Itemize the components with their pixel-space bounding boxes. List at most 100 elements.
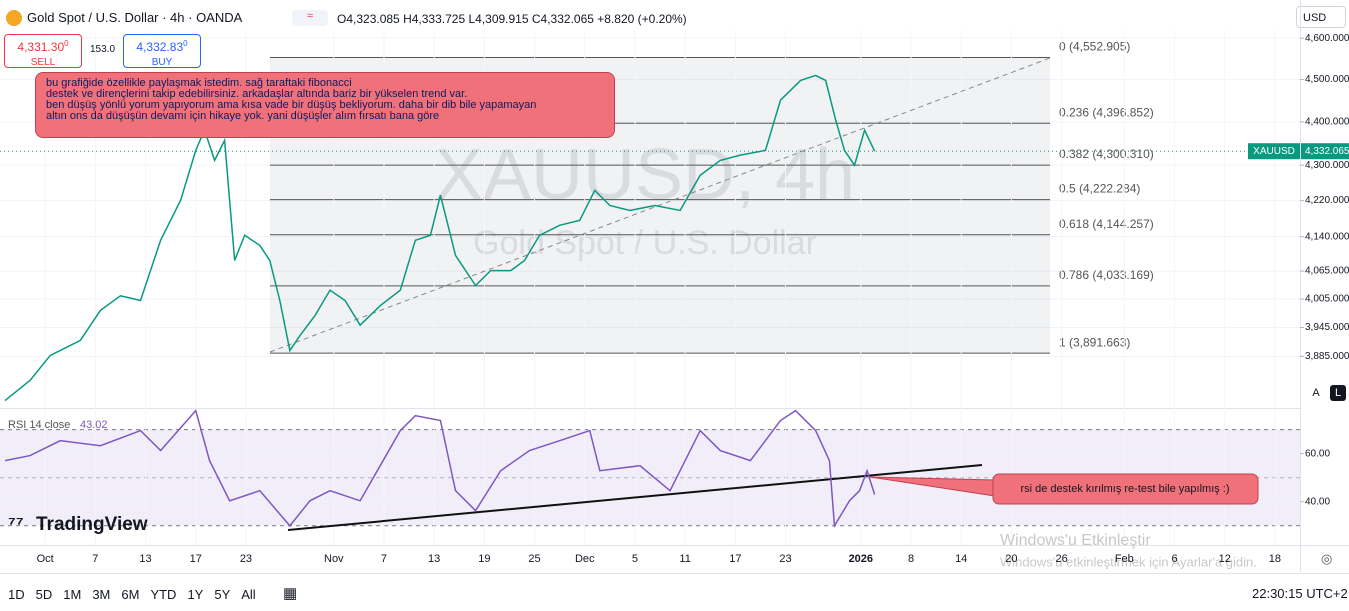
toolbar-line (0, 573, 1349, 574)
x-tick-label: 7 (381, 553, 387, 565)
buy-button[interactable]: 4,332.830 BUY (123, 34, 201, 68)
rsi-trend-line (287, 464, 983, 531)
sell-label: SELL (30, 57, 56, 68)
range-button[interactable]: 6M (121, 587, 140, 602)
open: O4,323.085 (337, 12, 400, 26)
close: C4,332.065 (531, 12, 594, 26)
x-tick-label: 2026 (849, 553, 873, 565)
buy-price-sup: 0 (183, 39, 188, 48)
fib-label: 0.5 (4,222.284) (1059, 182, 1140, 196)
x-tick-label: 20 (1005, 553, 1017, 565)
x-tick-label: 12 (1219, 553, 1231, 565)
clock: 22:30:15 UTC+2 (1252, 586, 1348, 601)
fib-label: 0.382 (4,300.310) (1059, 147, 1154, 161)
callout-text: rsi de destek kırılmış re-test bile yapı… (1020, 483, 1229, 495)
fib-label: 0 (4,552.905) (1059, 40, 1130, 54)
x-tick-label: 17 (190, 553, 202, 565)
annotation-line: bu grafiğide özellikle paylaşmak istedim… (46, 77, 352, 89)
range-button[interactable]: 1D (8, 587, 25, 602)
fib-label: 0.786 (4,033.169) (1059, 268, 1154, 282)
x-tick-label: 19 (478, 553, 490, 565)
buy-price: 4,332.83 (136, 40, 184, 54)
annotation-line: ben düşüş yönlü yorum yapıyorum ama kısa… (46, 99, 537, 111)
rsi-value: 43.02 (80, 419, 108, 431)
x-tick-label: 5 (632, 553, 638, 565)
y-tick-label: 4,500.000 (1305, 74, 1349, 85)
range-button[interactable]: YTD (150, 587, 177, 602)
x-tick-label: 6 (1171, 553, 1177, 565)
fib-label: 1 (3,891.663) (1059, 335, 1130, 349)
y-tick-label: 60.00 (1305, 448, 1330, 459)
high: H4,333.725 (403, 12, 466, 26)
y-tick-label: 4,005.000 (1305, 294, 1349, 305)
axis-divider (1300, 0, 1301, 572)
brand-logo: ⁷⁷ (8, 514, 24, 535)
y-tick-label: 40.00 (1305, 496, 1330, 507)
y-tick-label: 4,220.000 (1305, 195, 1349, 206)
change: +8.820 (+0.20%) (597, 12, 687, 26)
compare-button[interactable]: ≈ (292, 10, 328, 26)
trend-line (269, 57, 1051, 353)
y-tick-label: 4,140.000 (1305, 231, 1349, 242)
os-watermark-subtitle: Windows'u etkinleştirmek için Ayarlar'a … (1000, 554, 1257, 569)
y-tick-label: 3,945.000 (1305, 322, 1349, 333)
watermark-subtitle: Gold Spot / U.S. Dollar (473, 224, 817, 262)
x-tick-label: Nov (324, 553, 344, 565)
symbol-tag-text: XAUUSD (1253, 146, 1295, 157)
x-tick-label: 7 (92, 553, 98, 565)
fib-label: 0.236 (4,396.852) (1059, 105, 1154, 119)
time-axis-line (0, 545, 1349, 546)
range-button[interactable]: 1Y (187, 587, 204, 602)
sell-price-sup: 0 (64, 39, 69, 48)
callout-box (992, 473, 1259, 505)
log-scale[interactable]: L (1330, 385, 1346, 401)
x-tick-label: 26 (1055, 553, 1067, 565)
auto-scale[interactable]: A (1312, 387, 1320, 399)
x-tick-label: Dec (575, 553, 595, 565)
range-button[interactable]: 5Y (214, 587, 231, 602)
x-tick-label: Feb (1115, 553, 1134, 565)
x-tick-label: 13 (428, 553, 440, 565)
range-button[interactable]: 5D (35, 587, 53, 602)
x-tick-label: 23 (240, 553, 252, 565)
y-tick-label: 4,300.000 (1305, 160, 1349, 171)
last-price-label: 4,332.065 (1305, 146, 1349, 157)
x-tick-label: 8 (908, 553, 914, 565)
x-tick-label: 11 (679, 553, 690, 565)
pane-divider (0, 408, 1300, 409)
spread: 153.0 (90, 44, 116, 55)
y-tick-label: 4,065.000 (1305, 266, 1349, 277)
symbol-tag (1248, 143, 1300, 160)
date-range-icon[interactable]: ▦ (283, 585, 298, 602)
rsi-label: RSI 14 close (8, 419, 70, 431)
brand: TradingView (36, 514, 148, 535)
y-tick-label: 4,600.000 (1305, 33, 1349, 44)
fib-label: 0.618 (4,144.257) (1059, 217, 1154, 231)
low: L4,309.915 (468, 12, 529, 26)
range-button[interactable]: 3M (92, 587, 111, 602)
range-bar: 1D 5D 1M 3M 6M YTD 1Y 5Y All (8, 586, 267, 604)
annotation-line: altın ons da düşüşün devamı için hikaye … (46, 110, 440, 122)
x-tick-label: Oct (37, 553, 54, 565)
x-tick-label: 13 (139, 553, 151, 565)
symbol[interactable]: Gold Spot / U.S. Dollar · 4h · OANDA (27, 10, 243, 25)
annotation-line: destek ve dirençlerini takip edebilirsin… (46, 88, 468, 100)
sell-button[interactable]: 4,331.300 SELL (4, 34, 82, 68)
settings-icon[interactable]: ◎ (1321, 551, 1333, 566)
os-watermark-title: Windows'u Etkinleştir (1000, 532, 1151, 549)
y-tick-label: 4,400.000 (1305, 117, 1349, 128)
symbol-logo (6, 10, 22, 26)
currency[interactable]: USD (1296, 6, 1346, 28)
series-line (4, 409, 876, 529)
x-tick-label: 25 (528, 553, 540, 565)
x-tick-label: 18 (1269, 553, 1281, 565)
range-button[interactable]: 1M (63, 587, 82, 602)
x-tick-label: 17 (729, 553, 741, 565)
y-tick-label: 3,885.000 (1305, 351, 1349, 362)
series-line (4, 74, 876, 402)
range-button[interactable]: All (241, 587, 256, 602)
last-price-tag (1301, 143, 1349, 160)
annotation: bu grafiğide özellikle paylaşmak istedim… (35, 72, 615, 138)
x-tick-label: 23 (779, 553, 791, 565)
